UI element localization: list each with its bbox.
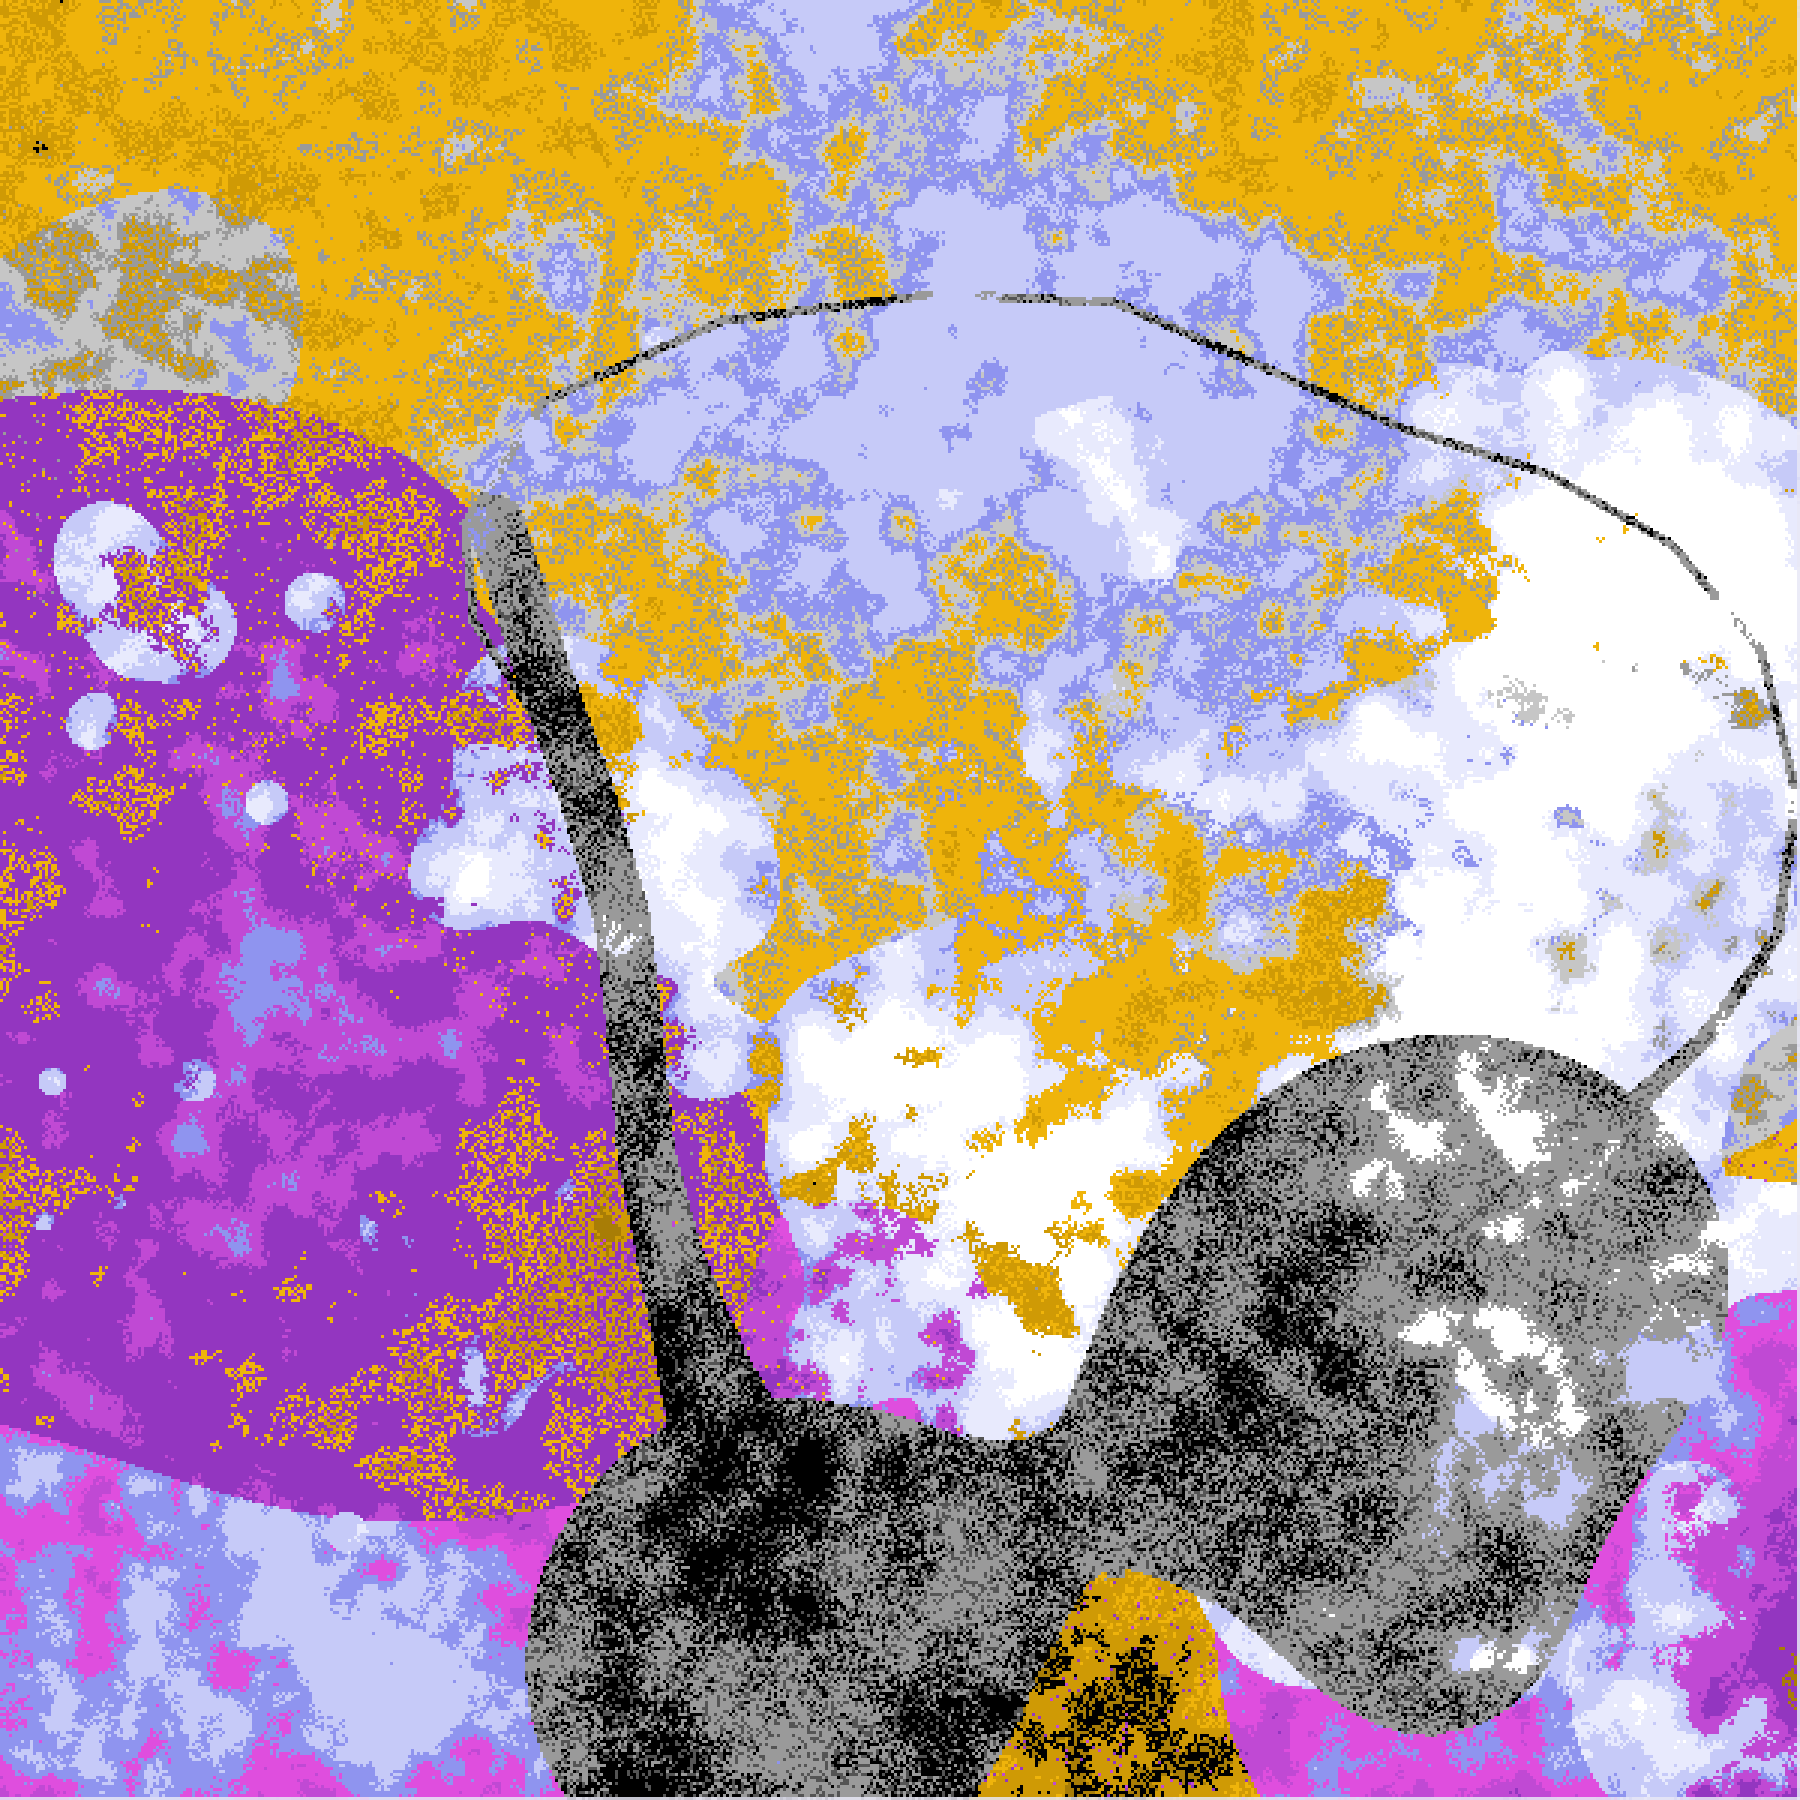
satellite-image-canvas [0,0,1800,1800]
posterized-satellite-render [0,0,1800,1800]
